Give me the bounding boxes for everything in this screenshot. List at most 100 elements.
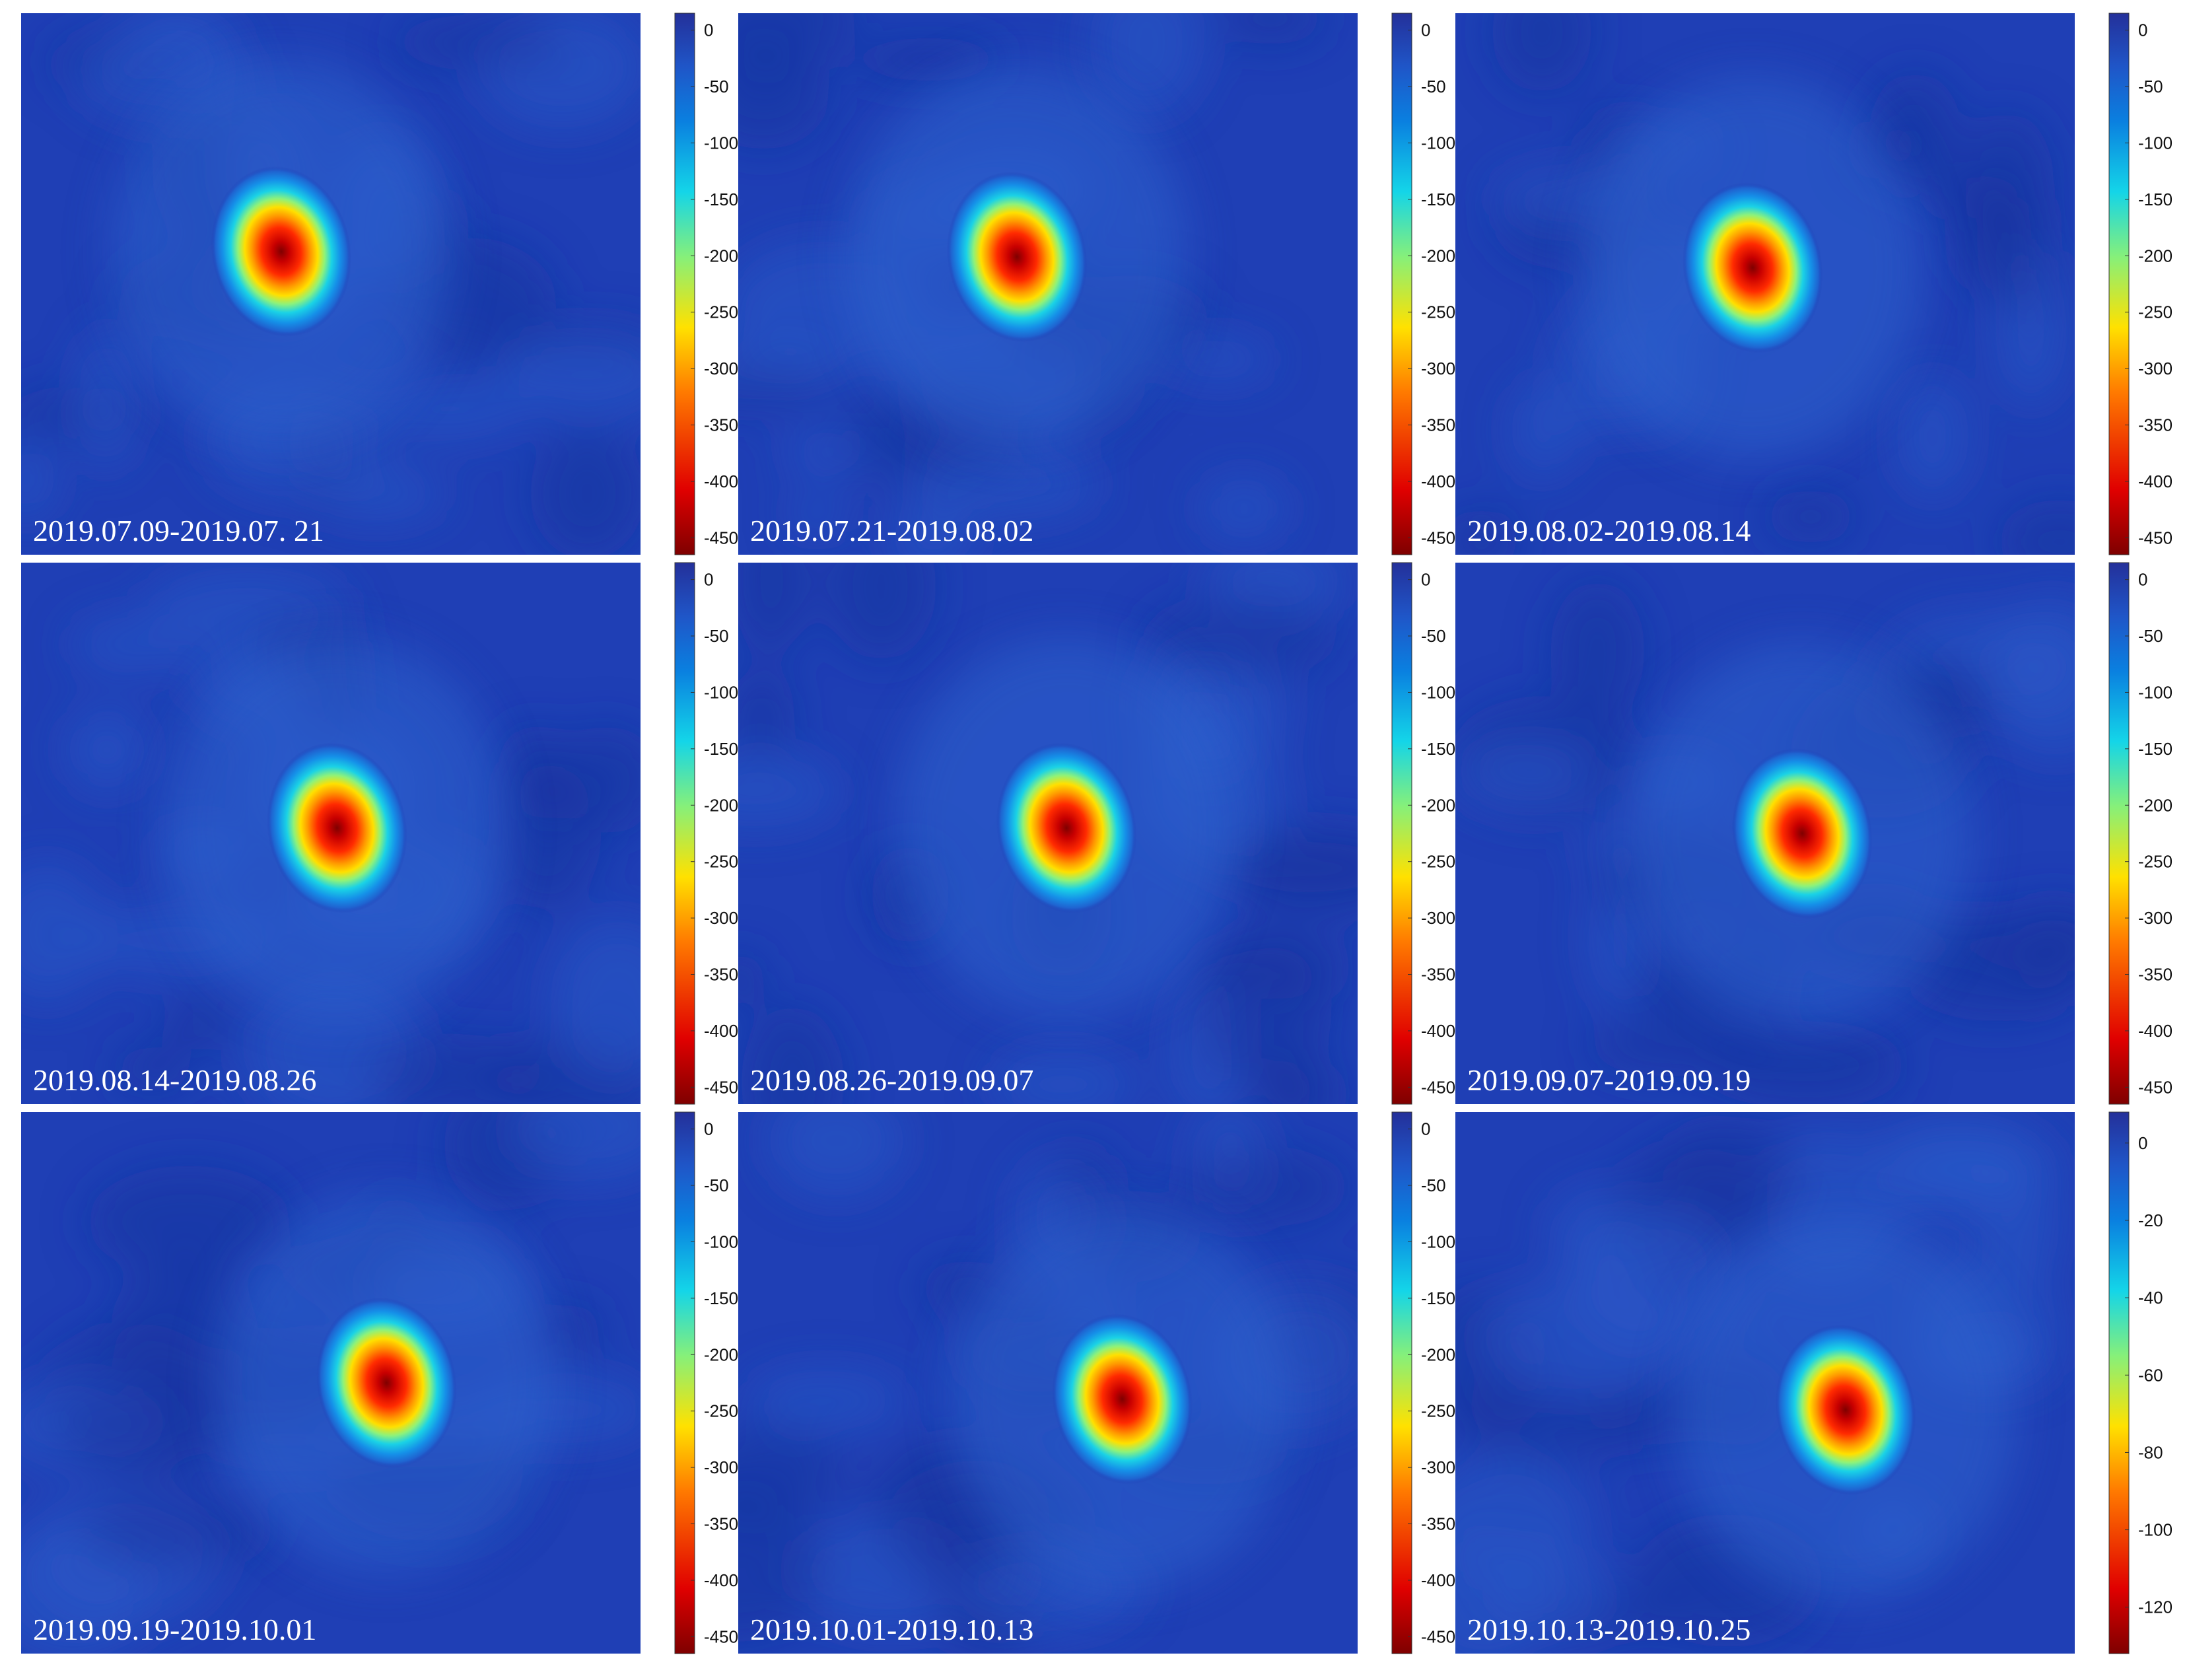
colorbar-tick-label: -250 [1421, 302, 1455, 322]
colorbar-gradient [674, 1111, 695, 1654]
subsidence-center [211, 166, 352, 337]
colorbar-tick-label: -400 [1421, 1570, 1455, 1590]
colorbar-tick-label: -150 [704, 190, 738, 209]
colorbar-tick-label: 0 [2138, 1133, 2147, 1153]
period-label: 2019.07.21-2019.08.02 [750, 514, 1034, 547]
deformation-map [21, 13, 641, 555]
colorbar-tick-label: -100 [704, 1232, 738, 1251]
colorbar-tick-label: -300 [1421, 1457, 1455, 1477]
colorbar-tick-label: -450 [1421, 528, 1455, 547]
colorbar-tick-label: -400 [704, 472, 738, 491]
colorbar: 0 -50 -100 -150 -200 -250 -300 -350 -400 -450 [2108, 562, 2187, 1105]
colorbar-tick-label: -300 [704, 359, 738, 378]
colorbar-tick-label: -250 [704, 852, 738, 872]
subsidence-center [267, 742, 407, 913]
colorbar-tick-label: -150 [1421, 190, 1455, 209]
deformation-map [21, 563, 641, 1104]
colorbar-tick-label: -250 [704, 1401, 738, 1421]
colorbar-tick-label: -200 [2138, 246, 2172, 265]
colorbar-tick-label: -150 [704, 1288, 738, 1308]
colorbar-tick-label: -250 [2138, 852, 2172, 872]
colorbar-tick-label: -400 [704, 1570, 738, 1590]
heatmap-panel: 2019.10.01-2019.10.13 0 -50 -100 -150 -200 -25… [738, 1111, 1465, 1654]
colorbar-tick-label: -100 [1421, 133, 1455, 153]
colorbar: 0 -50 -100 -150 -200 -250 -300 -350 -400 -450 [674, 13, 754, 555]
period-label: 2019.08.02-2019.08.14 [1467, 514, 1751, 547]
colorbar-tick-label: 0 [704, 570, 713, 590]
period-label: 2019.07.09-2019.07. 21 [33, 514, 324, 547]
period-label: 2019.08.14-2019.08.26 [33, 1063, 317, 1097]
colorbar-tick-label: -400 [2138, 472, 2172, 491]
deformation-map [738, 13, 1358, 555]
colorbar-tick-label: -350 [1421, 1514, 1455, 1534]
colorbar-tick-label: -250 [2138, 302, 2172, 322]
colorbar-tick-label: -150 [2138, 739, 2172, 759]
colorbar-tick-label: -100 [1421, 1232, 1455, 1251]
colorbar-tick-label: 0 [2138, 570, 2147, 590]
heatmap-panel: 2019.07.09-2019.07. 21 0 -50 -100 -150 -200 -2… [21, 13, 747, 555]
colorbar-gradient [2108, 562, 2130, 1105]
colorbar-gradient [1391, 1111, 1412, 1654]
colorbar-tick-label: -450 [2138, 528, 2172, 547]
colorbar-tick-label: -300 [2138, 359, 2172, 378]
subsidence-center [1052, 1313, 1193, 1485]
colorbar-tick-label: -100 [1421, 682, 1455, 702]
colorbar-tick-label: -350 [704, 415, 738, 435]
period-label: 2019.10.01-2019.10.13 [750, 1613, 1034, 1646]
colorbar-gradient [674, 13, 695, 555]
colorbar-tick-label: -400 [2138, 1021, 2172, 1041]
subsidence-center [1683, 182, 1823, 353]
deformation-map [1455, 13, 2075, 555]
colorbar-tick-label: -450 [704, 1077, 738, 1097]
colorbar-tick-label: -50 [1421, 626, 1446, 646]
period-label: 2019.10.13-2019.10.25 [1467, 1613, 1751, 1646]
colorbar-tick-label: -300 [1421, 908, 1455, 928]
colorbar-tick-label: -200 [704, 1345, 738, 1364]
colorbar-tick-label: -300 [704, 1457, 738, 1477]
colorbar: 0 -50 -100 -150 -200 -250 -300 -350 -400 -450 [674, 562, 754, 1105]
colorbar-tick-label: -400 [1421, 1021, 1455, 1041]
colorbar-tick-label: -50 [704, 1175, 729, 1195]
colorbar-tick-label: -350 [704, 965, 738, 985]
colorbar-tick-label: -350 [2138, 965, 2172, 985]
colorbar: 0 -50 -100 -150 -200 -250 -300 -350 -400 -450 [1391, 562, 1471, 1105]
colorbar-tick-label: -50 [704, 77, 729, 96]
colorbar: 0 -50 -100 -150 -200 -250 -300 -350 -400 -450 [674, 1111, 754, 1654]
colorbar-tick-label: -450 [704, 528, 738, 547]
deformation-map [738, 563, 1358, 1104]
colorbar-tick-label: -450 [1421, 1627, 1455, 1646]
period-label: 2019.09.19-2019.10.01 [33, 1613, 317, 1646]
subsidence-center [946, 171, 1088, 343]
colorbar-tick-label: -200 [704, 795, 738, 815]
colorbar-tick-label: -200 [704, 246, 738, 265]
colorbar-tick-label: -450 [1421, 1077, 1455, 1097]
colorbar-tick-label: -200 [1421, 1345, 1455, 1364]
colorbar-tick-label: -40 [2138, 1288, 2163, 1308]
colorbar-tick-label: -400 [704, 1021, 738, 1041]
colorbar-gradient [2108, 13, 2130, 555]
colorbar: 0 -50 -100 -150 -200 -250 -300 -350 -400 -450 [1391, 1111, 1471, 1654]
heatmap-panel: 2019.08.02-2019.08.14 0 -50 -100 -150 -200 -25… [1455, 13, 2182, 555]
colorbar-tick-label: -450 [2138, 1077, 2172, 1097]
colorbar-tick-label: -350 [704, 1514, 738, 1534]
colorbar-tick-label: -150 [704, 739, 738, 759]
colorbar-tick-label: -50 [2138, 77, 2163, 96]
heatmap-panel: 2019.08.14-2019.08.26 0 -50 -100 -150 -200 -25… [21, 562, 747, 1105]
colorbar-tick-label: -50 [704, 626, 729, 646]
colorbar-tick-label: 0 [704, 1119, 713, 1139]
heatmap-panel: 2019.08.26-2019.09.07 0 -50 -100 -150 -200 -25… [738, 562, 1465, 1105]
heatmap-panel: 2019.07.21-2019.08.02 0 -50 -100 -150 -200 -25… [738, 13, 1465, 555]
period-label: 2019.08.26-2019.09.07 [750, 1063, 1034, 1097]
colorbar-tick-label: 0 [1421, 20, 1430, 40]
colorbar-tick-label: -450 [704, 1627, 738, 1646]
colorbar: 0 -50 -100 -150 -200 -250 -300 -350 -400 -450 [2108, 13, 2187, 555]
colorbar-tick-label: -50 [1421, 77, 1446, 96]
colorbar-tick-label: -250 [1421, 852, 1455, 872]
colorbar-tick-label: 0 [1421, 1119, 1430, 1139]
subsidence-center [996, 742, 1137, 913]
subsidence-center [316, 1297, 457, 1469]
colorbar-tick-label: -300 [2138, 908, 2172, 928]
colorbar-tick-label: 0 [704, 20, 713, 40]
colorbar-tick-label: -80 [2138, 1442, 2163, 1462]
